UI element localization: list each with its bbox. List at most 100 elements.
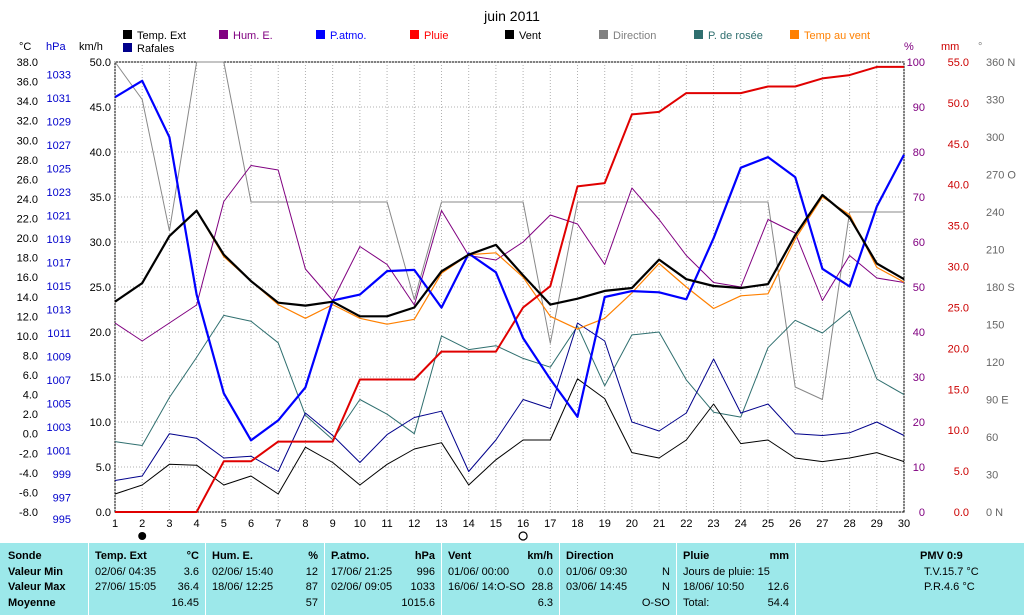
tick-label: 19 <box>599 518 611 530</box>
tick-label: 29 <box>871 518 883 530</box>
stats-temp-avg: 16.45 <box>171 597 199 609</box>
tick-label: 16.0 <box>17 272 38 284</box>
tick-label: 25.0 <box>90 282 111 294</box>
axis-ticks: 38.036.034.032.030.028.026.024.022.020.0… <box>17 57 1017 530</box>
legend-swatch <box>505 30 514 39</box>
chart-title: juin 2011 <box>483 8 540 24</box>
stats-press: P.atmo. hPa 17/06/ 21:25 996 02/06/ 09:05 1… <box>325 543 441 615</box>
stats-sonde: Sonde Valeur Min Valeur Max Moyenne <box>0 543 88 615</box>
tick-label: 1001 <box>47 446 71 458</box>
tick-label: 30.0 <box>948 262 969 274</box>
tick-label: -4.0 <box>19 468 38 480</box>
axis-unit-labels: °C hPa km/h% mm ° <box>19 41 982 53</box>
legend-swatch <box>123 30 132 39</box>
stats-row-avg: Moyenne <box>8 597 56 609</box>
stats-rain-max-date: 18/06/ 10:50 <box>683 581 745 593</box>
series-line-temp-ext <box>114 193 905 318</box>
legend-swatch <box>219 30 228 39</box>
stats-press-avg: 1015.6 <box>401 597 435 609</box>
stats-temp-max-date: 27/06/ 15:05 <box>95 581 157 593</box>
tick-label: 1033 <box>47 70 71 82</box>
tick-label: 90 <box>913 102 925 114</box>
stats-press-min-val: 996 <box>416 566 435 578</box>
stats-dir-max-val: N <box>662 581 670 593</box>
tick-label: 0 <box>919 507 925 519</box>
tick-label: 20.0 <box>948 343 969 355</box>
tick-label: 16 <box>517 518 529 530</box>
tick-label: 15.0 <box>90 372 111 384</box>
stats-press-title: P.atmo. <box>331 550 370 562</box>
series-line-p-de-ros-e <box>114 310 905 446</box>
stats-rain-total: 54.4 <box>767 597 789 609</box>
tick-label: 330 <box>986 95 1004 107</box>
tick-label: 10 <box>913 462 925 474</box>
tick-label: 30 <box>913 372 925 384</box>
tick-label: 5 <box>221 518 227 530</box>
tick-label: 30.0 <box>90 237 111 249</box>
tick-label: 26.0 <box>17 174 38 186</box>
legend-label: P.atmo. <box>330 30 367 42</box>
chart: juin 2011 Temp. Ext Hum. E. P.atmo. Pluie Ve… <box>17 8 1017 541</box>
tick-label: 999 <box>53 469 71 481</box>
tick-label: 35.0 <box>90 192 111 204</box>
tick-label: 1011 <box>47 328 71 340</box>
stats-wind-min-val: 0.0 <box>537 566 553 578</box>
stats-row-min: Valeur Min <box>8 566 64 578</box>
stats-hum-max-val: 87 <box>305 581 318 593</box>
tick-label: 997 <box>53 493 71 505</box>
stats-temp-min-date: 02/06/ 04:35 <box>95 566 157 578</box>
tick-label: 2 <box>139 518 145 530</box>
stats-pmv-tv: T.V.15.7 °C <box>924 566 979 578</box>
tick-label: 0.0 <box>96 507 111 519</box>
tick-label: 4 <box>194 518 200 530</box>
tick-label: 32.0 <box>17 116 38 128</box>
tick-label: 21 <box>653 518 665 530</box>
tick-label: 1003 <box>47 422 71 434</box>
tick-label: 50.0 <box>90 57 111 69</box>
tick-label: 25.0 <box>948 302 969 314</box>
stats-wind-avg: 6.3 <box>537 597 553 609</box>
stats-rain-max-val: 12.6 <box>767 581 789 593</box>
legend: Temp. Ext Hum. E. P.atmo. Pluie Vent Directio… <box>123 30 870 55</box>
tick-label: 30.0 <box>17 135 38 147</box>
tick-label: 150 <box>986 320 1004 332</box>
legend-label: P. de rosée <box>708 30 763 42</box>
tick-label: 1031 <box>47 93 71 105</box>
tick-label: 1009 <box>47 352 71 364</box>
tick-label: 80 <box>913 147 925 159</box>
tick-label: 18.0 <box>17 253 38 265</box>
tick-label: 14 <box>463 518 475 530</box>
tick-label: 5.0 <box>96 462 111 474</box>
tick-label: 1013 <box>47 305 71 317</box>
tick-label: 70 <box>913 192 925 204</box>
tick-label: 27 <box>816 518 828 530</box>
tick-label: 1019 <box>47 234 71 246</box>
tick-label: 100 <box>907 57 925 69</box>
plot-frame <box>114 61 905 513</box>
stats-wind-title: Vent <box>448 550 472 562</box>
legend-swatch <box>790 30 799 39</box>
tick-label: 14.0 <box>17 292 38 304</box>
legend-label: Pluie <box>424 30 448 42</box>
tick-label: 5.0 <box>954 466 969 478</box>
tick-label: 15.0 <box>948 384 969 396</box>
legend-label: Direction <box>613 30 656 42</box>
tick-label: 3 <box>166 518 172 530</box>
tick-label: -6.0 <box>19 487 38 499</box>
stats-rain-days: Jours de pluie: 15 <box>683 566 770 578</box>
tick-label: 22 <box>680 518 692 530</box>
tick-label: 10 <box>354 518 366 530</box>
tick-label: 10.0 <box>90 417 111 429</box>
series-line-direction <box>114 61 904 400</box>
legend-label: Vent <box>519 30 541 42</box>
stats-dir: Direction 01/06/ 09:30 N 03/06/ 14:45 N O-… <box>560 543 676 615</box>
stats-panel: Sonde Valeur Min Valeur Max Moyenne Temp… <box>0 543 1024 615</box>
tick-label: 26 <box>789 518 801 530</box>
stats-temp-title: Temp. Ext <box>95 550 147 562</box>
stats-hum-unit: % <box>308 550 318 562</box>
tick-label: 1023 <box>47 187 71 199</box>
tick-label: 15 <box>490 518 502 530</box>
tick-label: 30 <box>898 518 910 530</box>
stats-dir-max-date: 03/06/ 14:45 <box>566 581 628 593</box>
stats-pmv-title: PMV 0:9 <box>920 550 963 562</box>
